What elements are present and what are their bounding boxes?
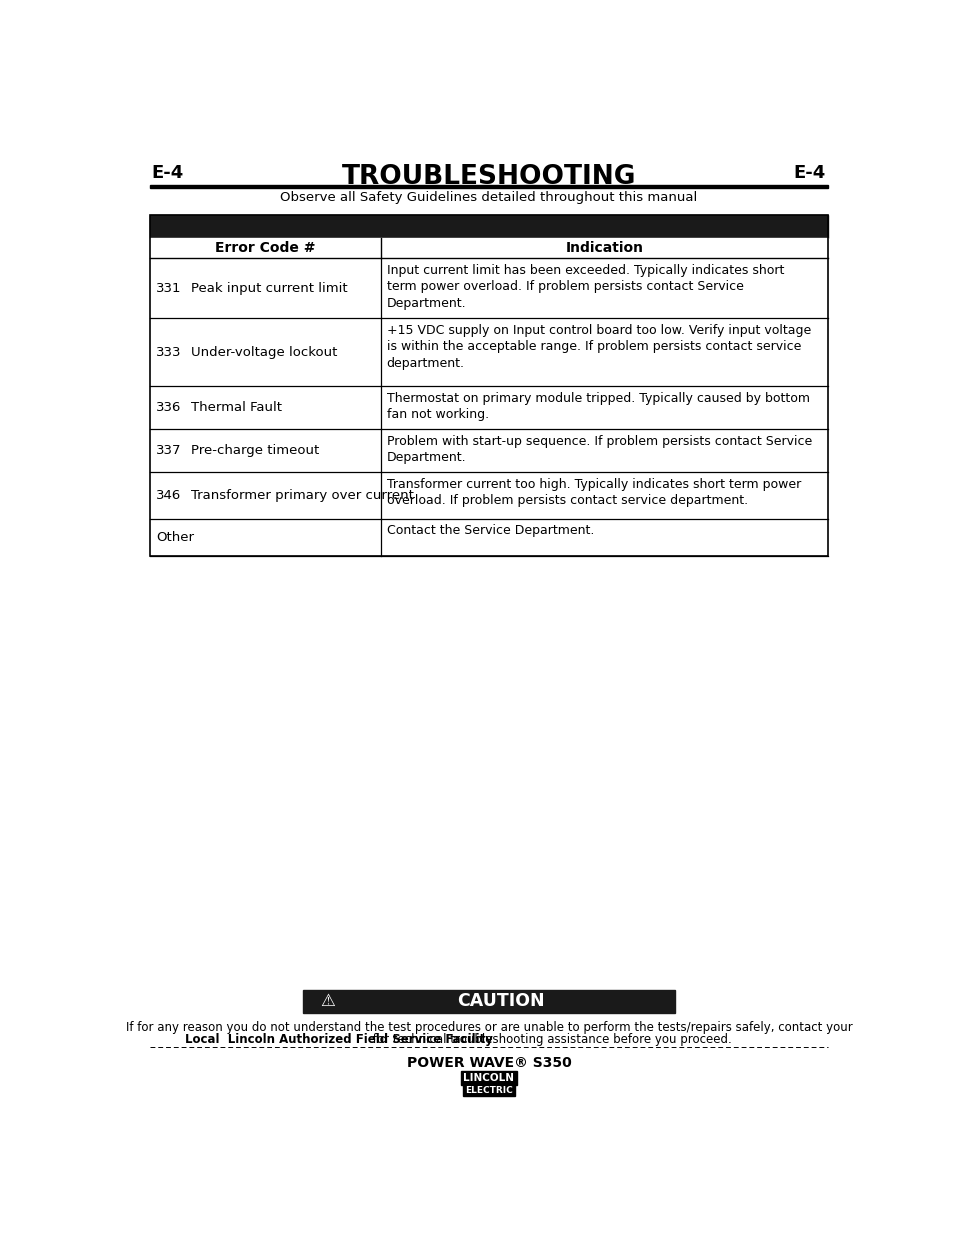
Bar — [150, 185, 827, 188]
Text: Problem with start-up sequence. If problem persists contact Service
Department.: Problem with start-up sequence. If probl… — [386, 435, 811, 464]
Text: Pre-charge timeout: Pre-charge timeout — [191, 445, 318, 457]
Text: Other: Other — [156, 531, 194, 543]
Bar — [150, 215, 827, 556]
Text: Contact the Service Department.: Contact the Service Department. — [386, 524, 594, 537]
Text: ⚠: ⚠ — [320, 993, 335, 1010]
Text: ELECTRIC: ELECTRIC — [464, 1086, 513, 1094]
Text: E-4: E-4 — [152, 163, 184, 182]
Bar — [150, 215, 827, 238]
Bar — [460, 1072, 517, 1084]
Text: Thermal Fault: Thermal Fault — [191, 401, 281, 414]
Bar — [303, 989, 674, 1013]
Bar — [150, 519, 827, 556]
Text: 333: 333 — [156, 346, 182, 358]
Text: 337: 337 — [156, 445, 182, 457]
Bar — [150, 319, 827, 387]
Text: Input current limit has been exceeded. Typically indicates short
term power over: Input current limit has been exceeded. T… — [386, 264, 783, 310]
Text: Transformer primary over current: Transformer primary over current — [191, 489, 413, 501]
Text: LINCOLN: LINCOLN — [463, 1073, 514, 1083]
Text: Local  Lincoln Authorized Field Service Facility: Local Lincoln Authorized Field Service F… — [185, 1032, 493, 1046]
Text: TROUBLESHOOTING: TROUBLESHOOTING — [341, 163, 636, 190]
Text: 331: 331 — [156, 282, 182, 295]
Bar — [150, 430, 827, 472]
Bar — [150, 387, 827, 430]
Text: POWER WAVE® S350: POWER WAVE® S350 — [406, 1056, 571, 1070]
Text: Under-voltage lockout: Under-voltage lockout — [191, 346, 336, 358]
Text: Indication: Indication — [565, 241, 642, 256]
Text: If for any reason you do not understand the test procedures or are unable to per: If for any reason you do not understand … — [126, 1020, 851, 1034]
Text: Peak input current limit: Peak input current limit — [191, 282, 347, 295]
Text: E-4: E-4 — [793, 163, 825, 182]
Text: Error Code #: Error Code # — [215, 241, 315, 256]
Text: +15 VDC supply on Input control board too low. Verify input voltage
is within th: +15 VDC supply on Input control board to… — [386, 324, 810, 369]
Text: 336: 336 — [156, 401, 182, 414]
Bar — [150, 238, 827, 258]
Text: Observe all Safety Guidelines detailed throughout this manual: Observe all Safety Guidelines detailed t… — [280, 191, 697, 204]
Bar — [462, 1084, 515, 1097]
Bar — [150, 472, 827, 519]
Text: 346: 346 — [156, 489, 181, 501]
Bar — [150, 258, 827, 319]
Text: Transformer current too high. Typically indicates short term power
overload. If : Transformer current too high. Typically … — [386, 478, 800, 508]
Text: for technical troubleshooting assistance before you proceed.: for technical troubleshooting assistance… — [369, 1032, 731, 1046]
Text: Thermostat on primary module tripped. Typically caused by bottom
fan not working: Thermostat on primary module tripped. Ty… — [386, 391, 809, 421]
Text: CAUTION: CAUTION — [456, 993, 544, 1010]
